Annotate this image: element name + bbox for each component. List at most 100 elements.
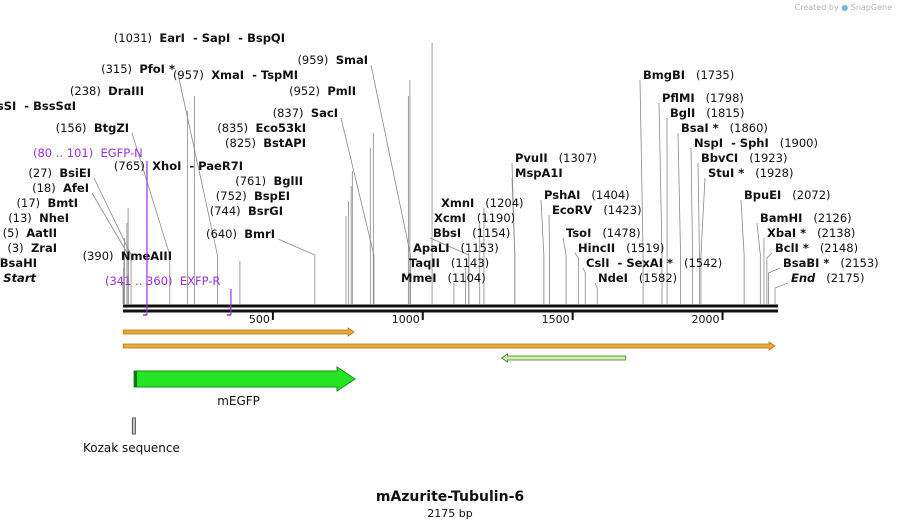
site-gap <box>580 188 591 202</box>
site-label-bamhi[interactable]: BamHI (2126) <box>760 211 852 225</box>
site-label-bmri[interactable]: (640) BmrI <box>206 227 275 241</box>
site-gap <box>237 227 244 241</box>
site-label-nhei[interactable]: (13) NheI <box>8 211 69 225</box>
site-label-bmti[interactable]: (17) BmtI <box>17 196 78 210</box>
site-separator: - <box>185 31 202 45</box>
site-enzyme-ecorv: EcoRV <box>552 203 592 217</box>
site-gap <box>266 174 273 188</box>
site-label-eari-sapi-bspqi[interactable]: (1031) EarI - SapI - BspQI <box>114 31 285 45</box>
site-label-bglii[interactable]: (761) BglII <box>235 174 303 188</box>
site-label-stui[interactable]: StuI * (1928) <box>708 166 794 180</box>
feature-megfp[interactable] <box>133 366 356 392</box>
site-gap <box>781 188 792 202</box>
site-label-bbsi[interactable]: BbsI (1154) <box>433 226 510 240</box>
site-label-pmli[interactable]: (952) PmlI <box>289 84 356 98</box>
site-label-pfoi[interactable]: (315) PfoI * <box>101 62 175 76</box>
ruler: 500 1000 1500 2000 <box>249 312 724 326</box>
site-label-nspi-sphi[interactable]: NspI - SphI (1900) <box>694 136 818 150</box>
site-position: (315) <box>101 62 132 76</box>
site-label-ndei[interactable]: NdeI (1582) <box>598 271 677 285</box>
site-label-zrai[interactable]: (3) ZraI <box>7 241 57 255</box>
site-gap <box>474 196 485 210</box>
site-label-xhoi-paer7i[interactable]: (765) XhoI - PaeR7I <box>114 159 243 173</box>
site-label-saci[interactable]: (837) SacI <box>273 106 338 120</box>
orf-arrow-1[interactable] <box>122 327 355 337</box>
primer-label-egfp-n[interactable]: (80 .. 101) EGFP-N <box>33 146 143 160</box>
site-label-ecorv[interactable]: EcoRV (1423) <box>552 203 642 217</box>
site-star-icon: * <box>796 226 806 240</box>
site-gap <box>101 84 108 98</box>
site-label-bsiei[interactable]: (27) BsiEI <box>28 166 91 180</box>
site-label-bsai[interactable]: BsaI * (1860) <box>681 121 768 135</box>
site-gap <box>738 151 749 165</box>
site-label-bsabi[interactable]: BsaBI * (2153) <box>783 256 879 270</box>
site-label-csli-sexai[interactable]: CslI - SexAI * (1542) <box>586 256 722 270</box>
site-enzyme-bbvci: BbvCI <box>701 151 738 165</box>
site-position: (390) <box>83 249 114 263</box>
site-label-bsssi-bsss-i[interactable]: (215) BssSI - BssSαI <box>0 99 76 113</box>
site-label-pflmi[interactable]: PflMI (1798) <box>662 91 744 105</box>
site-label-bsrgi[interactable]: (744) BsrGI <box>210 204 283 218</box>
site-gap <box>114 249 121 263</box>
site-label-start[interactable]: (0) Start <box>0 271 36 285</box>
site-label-bstapi[interactable]: (825) BstAPI <box>225 136 306 150</box>
site-leader-ecorv <box>548 214 550 304</box>
site-position: (2148) <box>820 241 858 255</box>
orf-arrow-2[interactable] <box>122 341 776 351</box>
site-label-mmei[interactable]: MmeI (1104) <box>401 271 486 285</box>
site-label-end[interactable]: End (2175) <box>791 271 865 285</box>
site-label-xbai[interactable]: XbaI * (2138) <box>767 226 855 240</box>
site-label-bcli[interactable]: BclI * (2148) <box>775 241 858 255</box>
site-label-eco53ki[interactable]: (835) Eco53kI <box>217 121 306 135</box>
site-label-smai[interactable]: (959) SmaI <box>297 53 368 67</box>
site-position: (1190) <box>477 211 515 225</box>
site-gap <box>19 226 26 240</box>
site-label-mspa1i[interactable]: MspA1I <box>515 166 563 180</box>
site-position: (2138) <box>817 226 855 240</box>
site-label-xcmi[interactable]: XcmI (1190) <box>434 211 515 225</box>
site-label-bspei[interactable]: (752) BspEI <box>216 189 290 203</box>
site-label-bbvci[interactable]: BbvCI (1923) <box>701 151 787 165</box>
site-position: (761) <box>235 174 266 188</box>
site-label-bmgbi[interactable]: BmgBI (1735) <box>643 68 734 82</box>
site-gap <box>437 271 448 285</box>
site-gap <box>204 68 211 82</box>
primer-label-exfp-r[interactable]: (341 .. 360) EXFP-R <box>105 274 220 288</box>
site-gap <box>87 121 94 135</box>
site-position: (1307) <box>559 151 597 165</box>
site-position: (27) <box>28 166 52 180</box>
site-label-tsoi[interactable]: TsoI (1478) <box>566 226 641 240</box>
site-label-bpuei[interactable]: BpuEI (2072) <box>744 188 831 202</box>
site-enzyme-draiii: DraIII <box>108 84 144 98</box>
site-gap <box>628 271 639 285</box>
site-label-pshai[interactable]: PshAI (1404) <box>544 188 630 202</box>
site-label-btgzi[interactable]: (156) BtgZI <box>56 121 129 135</box>
site-leader-bsiei <box>93 177 132 304</box>
site-enzyme-tspmi: TspMI <box>261 68 298 82</box>
site-label-aatii[interactable]: (5) AatII <box>3 226 57 240</box>
feature-kozak-sequence[interactable] <box>131 417 136 435</box>
site-leader-bbvci <box>697 162 700 304</box>
site-label-bsahi[interactable]: (2) BsaHI <box>0 256 37 270</box>
site-position: (1031) <box>114 31 152 45</box>
site-position: (1143) <box>451 256 489 270</box>
site-label-xmai-tspmi[interactable]: (957) XmaI - TspMI <box>173 68 298 82</box>
site-label-bgli[interactable]: BglI (1815) <box>670 106 744 120</box>
site-label-afei[interactable]: (18) AfeI <box>32 181 89 195</box>
site-leader-smai <box>370 64 411 304</box>
site-label-hincii[interactable]: HincII (1519) <box>578 241 664 255</box>
site-label-apali[interactable]: ApaLI (1153) <box>413 241 499 255</box>
site-gap <box>248 121 255 135</box>
site-enzyme-bsahi: BsaHI <box>0 256 37 270</box>
site-label-xmni[interactable]: XmnI (1204) <box>441 196 524 210</box>
site-gap <box>744 166 755 180</box>
site-label-draiii[interactable]: (238) DraIII <box>70 84 144 98</box>
site-enzyme-pmli: PmlI <box>327 84 356 98</box>
site-leader-bcli <box>766 252 773 304</box>
site-label-pvuii[interactable]: PvuII (1307) <box>515 151 597 165</box>
site-label-taqii[interactable]: TaqII (1143) <box>409 256 489 270</box>
site-label-nmeaiii[interactable]: (390) NmeAIII <box>83 249 172 263</box>
site-enzyme-bspei: BspEI <box>254 189 290 203</box>
site-position: (1735) <box>696 68 734 82</box>
orf-arrow-3[interactable] <box>500 353 627 363</box>
